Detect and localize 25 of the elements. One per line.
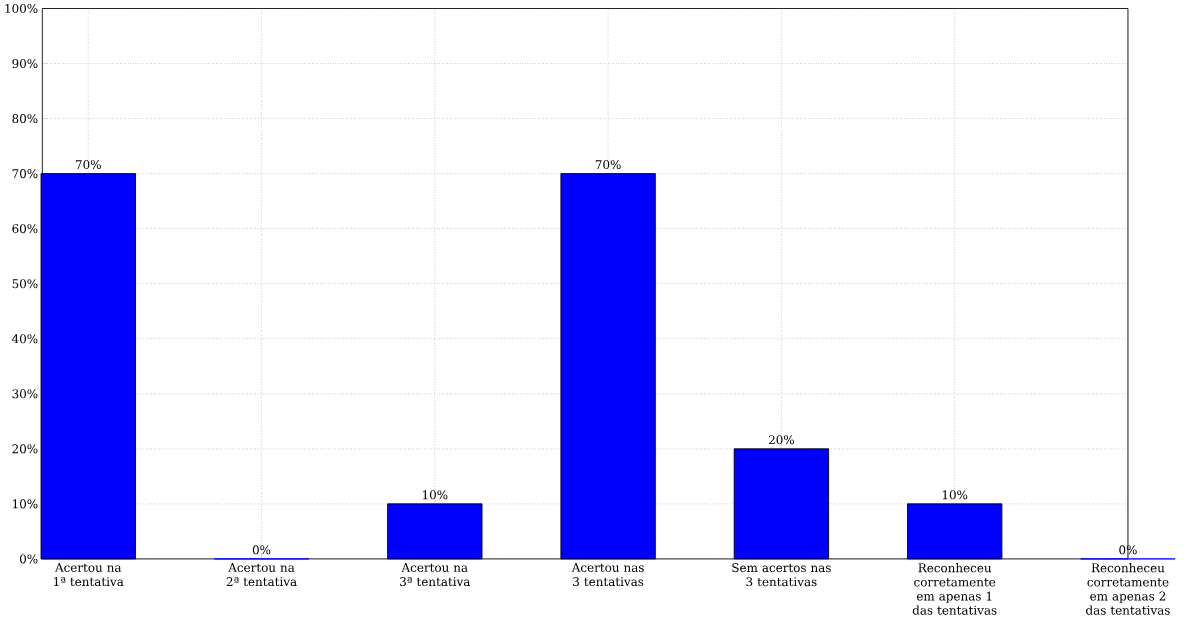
y-tick-label: 70% (12, 169, 38, 179)
data-label: 10% (942, 490, 968, 500)
x-tick-label: Acertou nas 3 tentativas (571, 563, 644, 587)
y-tick-label: 40% (11, 334, 38, 344)
data-label: 0% (1119, 545, 1137, 555)
y-tick-label: 90% (12, 59, 38, 69)
x-tick-label: Acertou na 1ª tentativa (54, 563, 124, 587)
data-label: 70% (75, 160, 101, 170)
y-tick-label: 100% (5, 4, 38, 14)
data-label: 0% (252, 545, 271, 555)
x-tick-label: Acertou na 3ª tentativa (400, 563, 471, 587)
x-tick-label: Reconheceu corretamente em apenas 1 das tentativas (912, 563, 997, 615)
y-tick-label: 60% (12, 224, 38, 234)
y-tick-label: 20% (12, 444, 38, 454)
y-tick-label: 30% (12, 389, 38, 399)
data-label: 70% (595, 160, 621, 170)
x-tick-label: Reconheceu corretamente em apenas 2 das tentativas (1086, 563, 1170, 615)
y-tick-label: 10% (13, 499, 38, 509)
data-label: 10% (423, 490, 448, 500)
x-tick-label: Acertou na 2ª tentativa (226, 563, 297, 587)
data-label: 20% (768, 435, 794, 445)
x-tick-label: Sem acertos nas 3 tentativas (732, 563, 831, 587)
y-tick-label: 80% (12, 114, 38, 124)
y-tick-label: 0% (19, 554, 38, 564)
y-tick-label: 50% (12, 279, 38, 289)
